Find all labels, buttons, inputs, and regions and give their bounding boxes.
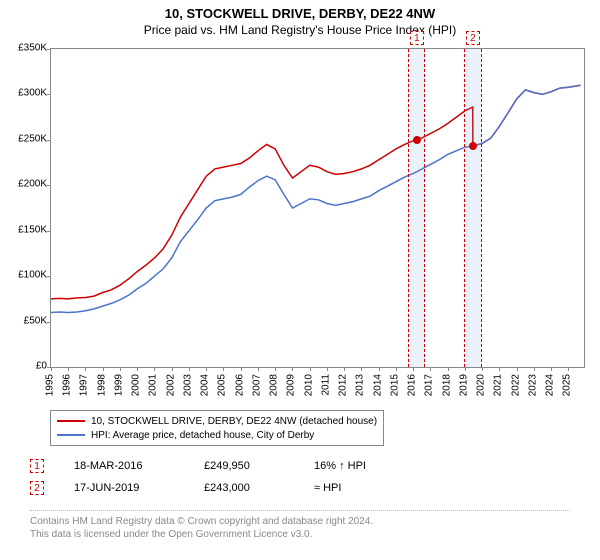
legend-item: HPI: Average price, detached house, City… — [57, 428, 377, 442]
series-line-property — [51, 85, 581, 299]
y-tick-label: £150K — [2, 224, 47, 235]
line-plot-svg — [51, 49, 584, 367]
x-tick-label: 2018 — [441, 374, 452, 396]
sale-row: 2 17-JUN-2019 £243,000 ≈ HPI — [30, 477, 414, 499]
x-tick-label: 2007 — [251, 374, 262, 396]
footer-attribution: Contains HM Land Registry data © Crown c… — [30, 510, 570, 541]
legend-label: 10, STOCKWELL DRIVE, DERBY, DE22 4NW (de… — [91, 416, 377, 427]
y-tick-label: £100K — [2, 270, 47, 281]
x-tick-label: 2006 — [234, 374, 245, 396]
plot-area: 12 — [50, 48, 585, 368]
x-tick-label: 2012 — [338, 374, 349, 396]
x-tick-label: 2002 — [165, 374, 176, 396]
sale-dot — [413, 136, 421, 144]
x-tick-label: 2016 — [407, 374, 418, 396]
x-tick-label: 2017 — [424, 374, 435, 396]
x-tick-label: 1999 — [113, 374, 124, 396]
x-tick-label: 2025 — [562, 374, 573, 396]
x-tick-label: 1995 — [45, 374, 56, 396]
y-tick-label: £0 — [2, 361, 47, 372]
x-tick-label: 2001 — [148, 374, 159, 396]
x-tick-label: 1997 — [79, 374, 90, 396]
footer-line: This data is licensed under the Open Gov… — [30, 528, 570, 541]
x-tick-label: 2024 — [545, 374, 556, 396]
legend-label: HPI: Average price, detached house, City… — [91, 430, 314, 441]
address-title: 10, STOCKWELL DRIVE, DERBY, DE22 4NW — [0, 6, 600, 21]
x-tick-label: 1996 — [62, 374, 73, 396]
footer-line: Contains HM Land Registry data © Crown c… — [30, 515, 570, 528]
x-tick-label: 2013 — [355, 374, 366, 396]
sale-marker-label: 2 — [466, 31, 480, 45]
x-tick-label: 2014 — [372, 374, 383, 396]
x-tick-label: 2015 — [389, 374, 400, 396]
legend-box: 10, STOCKWELL DRIVE, DERBY, DE22 4NW (de… — [50, 410, 384, 446]
sale-price: £243,000 — [204, 482, 284, 494]
chart-container: 10, STOCKWELL DRIVE, DERBY, DE22 4NW Pri… — [0, 0, 600, 560]
x-tick-label: 2003 — [182, 374, 193, 396]
x-tick-label: 2021 — [493, 374, 504, 396]
x-tick-label: 2005 — [217, 374, 228, 396]
x-tick-label: 1998 — [96, 374, 107, 396]
sale-row: 1 18-MAR-2016 £249,950 16% ↑ HPI — [30, 455, 414, 477]
x-tick-label: 2023 — [527, 374, 538, 396]
highlight-band — [464, 49, 481, 367]
sale-dot — [469, 142, 477, 150]
x-tick-label: 2020 — [476, 374, 487, 396]
x-tick-label: 2019 — [458, 374, 469, 396]
y-tick-label: £300K — [2, 88, 47, 99]
sales-table: 1 18-MAR-2016 £249,950 16% ↑ HPI 2 17-JU… — [30, 455, 414, 499]
sale-marker-icon: 1 — [30, 459, 44, 473]
y-tick-label: £200K — [2, 179, 47, 190]
x-tick-label: 2009 — [286, 374, 297, 396]
sale-price: £249,950 — [204, 460, 284, 472]
sale-marker-icon: 2 — [30, 481, 44, 495]
y-tick-label: £350K — [2, 43, 47, 54]
legend-swatch — [57, 434, 85, 436]
x-tick-label: 2000 — [131, 374, 142, 396]
highlight-band — [408, 49, 425, 367]
y-tick-label: £50K — [2, 315, 47, 326]
x-tick-label: 2010 — [303, 374, 314, 396]
x-tick-label: 2022 — [510, 374, 521, 396]
subtitle: Price paid vs. HM Land Registry's House … — [0, 23, 600, 37]
x-tick-label: 2011 — [320, 374, 331, 396]
legend-swatch — [57, 420, 85, 422]
sale-date: 18-MAR-2016 — [74, 460, 174, 472]
sale-marker-label: 1 — [410, 31, 424, 45]
sale-delta: 16% ↑ HPI — [314, 460, 414, 472]
sale-delta: ≈ HPI — [314, 482, 414, 494]
sale-date: 17-JUN-2019 — [74, 482, 174, 494]
x-tick-label: 2008 — [269, 374, 280, 396]
y-tick-label: £250K — [2, 133, 47, 144]
x-tick-label: 2004 — [200, 374, 211, 396]
title-block: 10, STOCKWELL DRIVE, DERBY, DE22 4NW Pri… — [0, 0, 600, 37]
series-line-hpi — [51, 85, 581, 312]
legend-item: 10, STOCKWELL DRIVE, DERBY, DE22 4NW (de… — [57, 414, 377, 428]
